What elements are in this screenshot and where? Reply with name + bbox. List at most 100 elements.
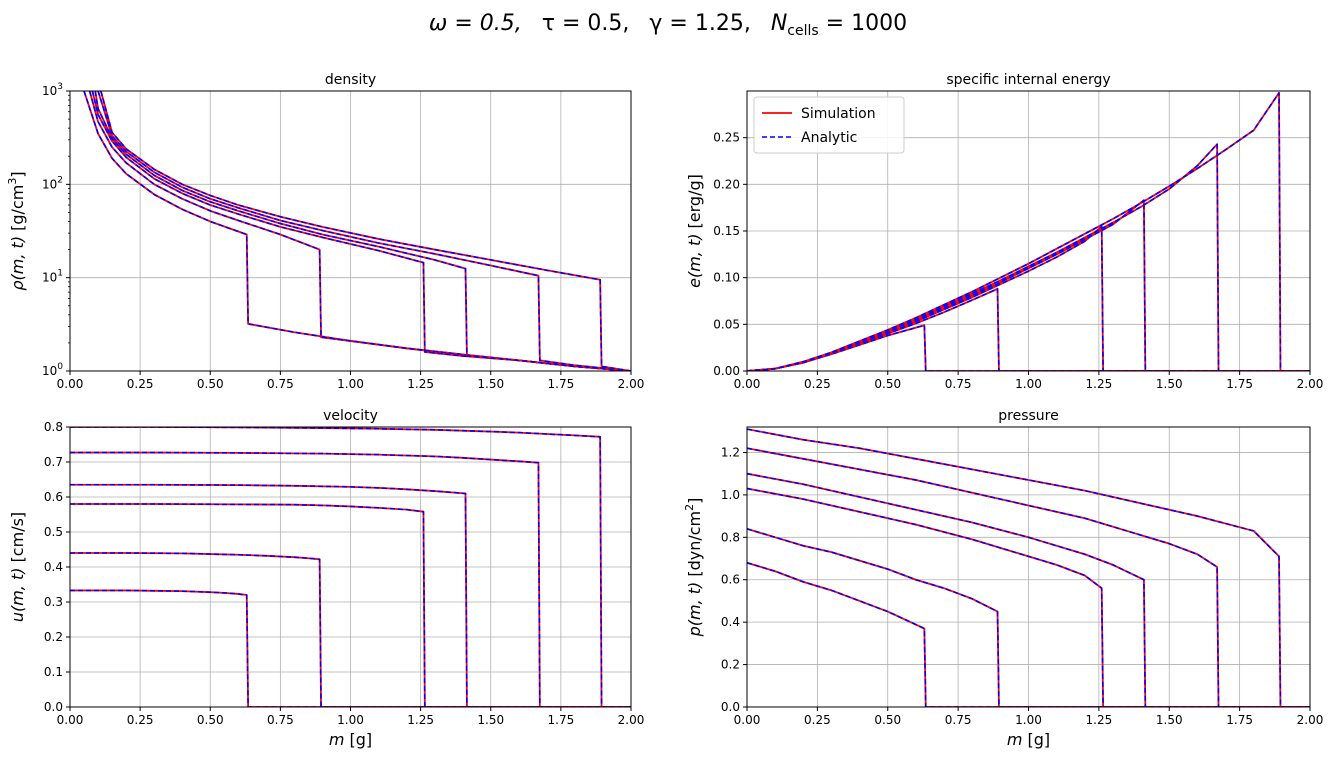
x-tick-label: 1.50 (1156, 377, 1183, 391)
y-tick-label: 0.4 (44, 560, 63, 574)
analytic-line-t5 (747, 447, 1310, 707)
simulation-line-t2 (88, 91, 631, 371)
y-tick-base: 10 (42, 177, 57, 191)
title-gamma: γ = 1.25, (649, 11, 750, 36)
analytic-line-t4 (70, 483, 631, 707)
y-axis-label: p(m, t) [dyn/cm2] (683, 498, 704, 638)
simulation-line-t4 (94, 91, 631, 371)
x-tick-label: 2.00 (618, 377, 645, 391)
figure-title: ω = 0.5, τ = 0.5, γ = 1.25, Ncells = 1000 (429, 11, 907, 39)
y-label-superscript: 3 (6, 178, 19, 185)
analytic-line-t5 (97, 91, 631, 371)
analytic-line-t6 (747, 428, 1310, 707)
title-n-sub: cells (787, 23, 818, 39)
panel-density: 0.00 0.25 0.50 0.75 1.00 1.25 1.50 1.75 2.001001… (6, 72, 644, 391)
plot-frame (69, 426, 632, 708)
x-tick-label: 1.00 (1015, 713, 1042, 727)
y-tick-label: 0.5 (44, 525, 63, 539)
panel-title: density (325, 72, 376, 88)
x-tick-label: 0.50 (197, 377, 224, 391)
y-tick-label: 0.6 (44, 490, 63, 504)
x-tick-label: 1.00 (1015, 377, 1042, 391)
panel-velocity: 0.00 0.25 0.50 0.75 1.00 1.25 1.50 1.75 2.00 0.0 0… (8, 408, 644, 749)
analytic-line-t2 (70, 552, 631, 707)
x-tick-label: 1.75 (548, 377, 575, 391)
x-label-symbol: m (329, 730, 345, 749)
x-tick-label: 1.25 (1086, 377, 1113, 391)
x-tick-label: 1.50 (1156, 713, 1183, 727)
y-tick-exponent: 3 (57, 82, 63, 92)
title-omega: ω = 0.5, (429, 11, 522, 36)
title-n-val: = 1000 (819, 11, 907, 36)
x-label-unit: [g] (344, 730, 372, 749)
y-tick-label: 1.2 (721, 445, 740, 459)
y-tick-label: 102 (42, 175, 63, 191)
x-tick-label: 1.25 (1086, 713, 1113, 727)
y-label-symbol: ρ(m, t) (8, 236, 27, 291)
y-label-symbol: p(m, t) (685, 582, 704, 638)
plot-frame (746, 90, 1311, 372)
plot-frame (69, 90, 632, 372)
y-label-unit: [dyn/cm (685, 511, 704, 582)
legend: Simulation Analytic (753, 96, 905, 154)
x-tick-label: 0.75 (945, 713, 972, 727)
y-tick-label: 0.8 (44, 420, 63, 434)
analytic-line-t3 (747, 487, 1310, 707)
analytic-line-t5 (70, 451, 631, 707)
analytic-line-t4 (747, 472, 1310, 707)
x-tick-label: 0.50 (874, 377, 901, 391)
y-axis-label: u(m, t) [cm/s] (8, 512, 27, 622)
x-tick-label: 0.75 (267, 713, 294, 727)
x-tick-label: 0.00 (734, 377, 761, 391)
analytic-line-t3 (70, 503, 631, 707)
y-label-unit: [g/cm (8, 185, 27, 236)
analytic-line-t4 (94, 91, 631, 371)
title-n: N (771, 11, 787, 36)
simulation-line-t1 (83, 91, 631, 371)
x-tick-label: 1.75 (1226, 713, 1253, 727)
analytic-line-t3 (91, 91, 631, 371)
x-label-unit: [g] (1022, 730, 1050, 749)
analytic-line-t1 (83, 91, 631, 371)
x-tick-label: 1.00 (337, 377, 364, 391)
y-tick-exponent: 0 (57, 362, 63, 372)
y-label-symbol: u(m, t) (8, 568, 27, 623)
x-tick-label: 0.25 (127, 377, 154, 391)
y-label-unit: [erg/g] (685, 174, 704, 233)
analytic-line-t1 (70, 589, 631, 707)
legend-simulation-label: Simulation (801, 106, 876, 122)
panels: 0.00 0.25 0.50 0.75 1.00 1.25 1.50 1.75 2.001001… (6, 72, 1323, 749)
y-label-superscript: 2 (683, 504, 696, 511)
x-tick-label: 0.75 (267, 377, 294, 391)
x-tick-label: 0.00 (57, 713, 84, 727)
simulation-line-t5 (97, 91, 631, 371)
x-tick-label: 2.00 (1297, 377, 1324, 391)
x-tick-label: 1.25 (407, 377, 434, 391)
panel-title: pressure (998, 408, 1058, 424)
x-tick-label: 0.75 (945, 377, 972, 391)
y-tick-label: 0.4 (721, 615, 740, 629)
y-axis-label: ρ(m, t) [g/cm3] (6, 171, 27, 290)
y-tick-label: 0.15 (713, 224, 740, 238)
y-tick-label: 0.7 (44, 455, 63, 469)
legend-box (753, 96, 905, 154)
y-tick-label: 0.8 (721, 530, 740, 544)
analytic-line-t6 (747, 92, 1310, 371)
y-tick-label: 0.25 (713, 131, 740, 145)
analytic-line-t2 (88, 91, 631, 371)
x-tick-label: 1.50 (477, 377, 504, 391)
series-group (747, 428, 1310, 707)
x-tick-label: 1.00 (337, 713, 364, 727)
legend-analytic-label: Analytic (801, 130, 857, 146)
y-tick-label: 0.0 (44, 700, 63, 714)
x-tick-label: 0.00 (734, 713, 761, 727)
y-tick-label: 100 (42, 362, 63, 378)
simulation-line-t6 (99, 91, 631, 371)
series-group (83, 91, 631, 371)
analytic-line-t2 (747, 528, 1310, 707)
y-tick-label: 0.1 (44, 665, 63, 679)
y-tick-label: 0.3 (44, 595, 63, 609)
y-tick-label: 103 (42, 82, 63, 98)
x-tick-label: 1.75 (1226, 377, 1253, 391)
panel-pressure: 0.00 0.25 0.50 0.75 1.00 1.25 1.50 1.75 2.00 0.0 0… (683, 408, 1323, 749)
